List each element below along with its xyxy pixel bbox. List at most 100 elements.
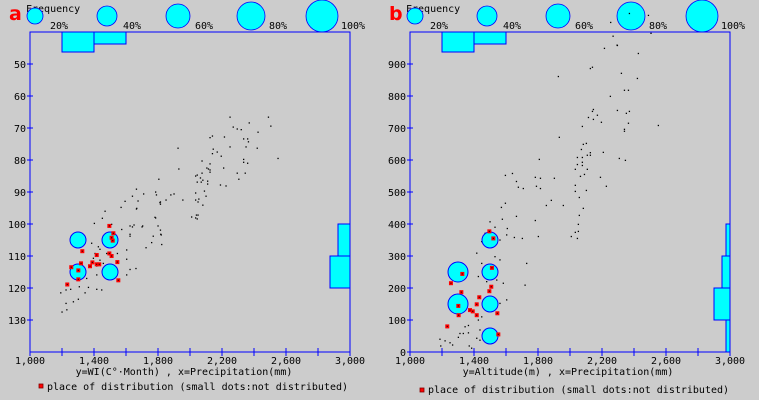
y-histogram-bar [337,223,351,257]
not-distributed-dot [155,194,158,196]
not-distributed-dot [636,77,639,80]
not-distributed-dot [65,302,67,305]
not-distributed-dot [157,225,159,227]
not-distributed-dot [225,185,227,187]
not-distributed-dot [96,274,98,276]
not-distributed-dot [627,89,630,91]
not-distributed-dot [586,168,588,170]
not-distributed-dot [538,158,540,161]
not-distributed-dot [133,224,135,226]
y-tick-label: 100 [8,220,26,231]
not-distributed-dot [562,204,564,207]
not-distributed-dot [240,129,242,131]
not-distributed-dot [502,282,504,284]
not-distributed-dot [155,191,157,193]
legend-size-label: 100% [721,21,745,32]
not-distributed-dot [159,201,161,204]
distributed-marker-icon [38,383,44,389]
not-distributed-dot [267,116,270,118]
distribution-point-center [469,309,471,311]
distribution-point-center [111,255,113,257]
distribution-point-center [96,263,98,265]
not-distributed-dot [515,215,518,218]
not-distributed-dot [479,339,481,341]
not-distributed-dot [476,252,478,254]
not-distributed-dot [131,226,134,228]
y-tick-label: 110 [8,252,26,263]
distribution-point-center [96,254,98,256]
not-distributed-dot [216,151,218,153]
not-distributed-dot [618,157,620,160]
not-distributed-dot [579,175,582,178]
distribution-point-center [111,237,113,239]
not-distributed-dot [195,199,197,201]
not-distributed-dot [587,116,590,119]
legend-title: Frequency [406,4,460,15]
not-distributed-dot [616,44,618,46]
not-distributed-dot [93,222,96,225]
marker-legend-text: place of distribution (small dots:not di… [428,385,729,396]
not-distributed-dot [65,289,67,291]
x-tick-label: 1,000 [395,356,425,367]
y-histogram-bar [725,319,731,353]
not-distributed-dot [576,237,579,240]
legend-size-circle [476,5,498,27]
not-distributed-dot [195,214,198,216]
not-distributed-dot [256,147,258,149]
not-distributed-dot [91,242,93,244]
y-tick-label: 0 [400,348,406,359]
not-distributed-dot [517,186,520,188]
not-distributed-dot [116,252,119,255]
not-distributed-dot [657,124,660,127]
y-tick-label: 50 [14,60,26,71]
not-distributed-dot [151,241,153,244]
legend-size-circle [26,7,44,25]
distribution-point-center [117,279,119,281]
not-distributed-dot [600,121,603,123]
not-distributed-dot [200,181,202,183]
y-tick-label: 130 [8,316,26,327]
not-distributed-dot [60,292,62,294]
y-tick-label: 90 [14,188,26,199]
y-tick-label: 800 [388,92,406,103]
distribution-point-center [80,262,82,264]
not-distributed-dot [277,157,279,160]
not-distributed-dot [620,72,623,74]
distribution-point-center [458,314,460,316]
not-distributed-dot [195,217,197,219]
not-distributed-dot [537,235,540,238]
x-histogram-bar [441,31,475,53]
x-tick-label: 3,000 [335,356,365,367]
not-distributed-dot [209,137,211,139]
not-distributed-dot [126,274,128,276]
not-distributed-dot [102,262,104,265]
legend-size-label: 40% [123,21,141,32]
not-distributed-dot [72,301,75,303]
not-distributed-dot [223,136,226,138]
not-distributed-dot [270,125,272,127]
y-tick-label: 70 [14,124,26,135]
not-distributed-dot [104,210,106,212]
frequency-bubble [481,263,499,281]
frequency-bubble [69,231,87,249]
not-distributed-dot [77,298,80,300]
not-distributed-dot [173,193,175,195]
not-distributed-dot [205,195,207,197]
not-distributed-dot [459,332,461,335]
not-distributed-dot [219,184,222,186]
legend-size-label: 80% [649,21,667,32]
x-histogram-bar [61,31,95,53]
distribution-point-center [66,283,68,286]
not-distributed-dot [196,181,198,183]
not-distributed-dot [574,231,576,234]
not-distributed-dot [581,164,584,167]
not-distributed-dot [165,199,167,201]
not-distributed-dot [449,342,451,344]
not-distributed-dot [534,219,536,222]
frequency-bubble [481,327,499,345]
y-tick-label: 300 [388,252,406,263]
legend-size-label: 40% [503,21,521,32]
distribution-point-center [77,278,79,280]
not-distributed-dot [489,221,491,223]
